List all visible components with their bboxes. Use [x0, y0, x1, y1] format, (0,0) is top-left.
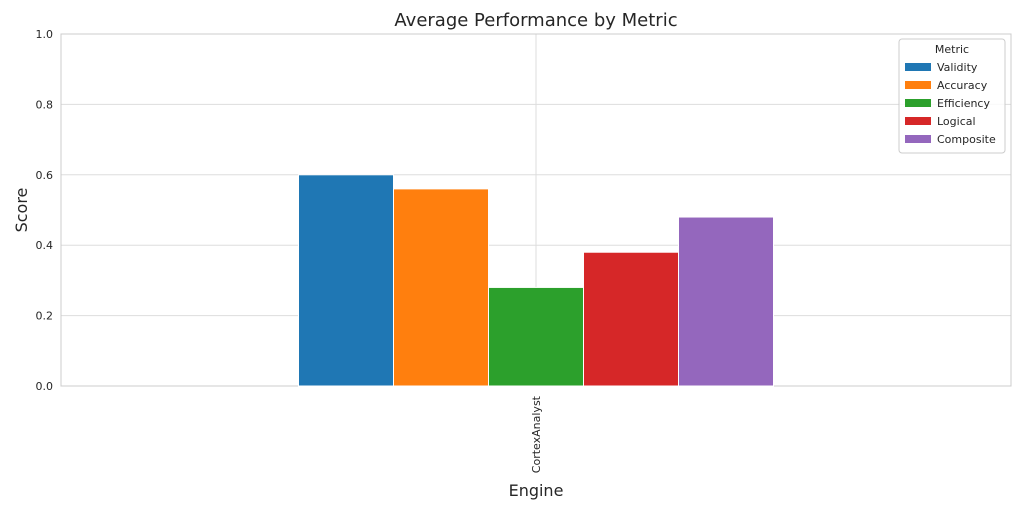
x-axis-title: Engine	[509, 481, 564, 500]
chart-title: Average Performance by Metric	[394, 10, 677, 31]
y-tick-label: 1.0	[36, 28, 54, 41]
bar-composite	[678, 216, 774, 387]
y-tick-label: 0.8	[36, 98, 54, 111]
y-axis-ticks: 0.0 0.2 0.4 0.6 0.8 1.0	[36, 28, 54, 393]
legend-swatch	[905, 117, 931, 125]
legend-swatch	[905, 63, 931, 71]
legend-label: Logical	[937, 115, 976, 128]
y-tick-label: 0.0	[36, 380, 54, 393]
legend-label: Efficiency	[937, 97, 990, 110]
legend: Metric Validity Accuracy Efficiency Logical C…	[898, 38, 1006, 154]
bar-accuracy	[393, 188, 489, 387]
y-tick-label: 0.2	[36, 310, 54, 323]
x-axis-ticks: CortexAnalyst	[530, 395, 543, 473]
legend-swatch	[905, 81, 931, 89]
bars	[298, 174, 774, 387]
legend-label: Validity	[937, 61, 978, 74]
bar-logical	[583, 251, 679, 387]
legend-title: Metric	[935, 43, 969, 56]
bar-validity	[298, 174, 394, 387]
y-tick-label: 0.4	[36, 239, 54, 252]
legend-label: Composite	[937, 133, 996, 146]
legend-label: Accuracy	[937, 79, 988, 92]
x-tick-label: CortexAnalyst	[530, 395, 543, 473]
y-axis-title: Score	[12, 188, 31, 233]
bar-efficiency	[488, 286, 584, 387]
y-tick-label: 0.6	[36, 169, 54, 182]
legend-swatch	[905, 135, 931, 143]
legend-swatch	[905, 99, 931, 107]
